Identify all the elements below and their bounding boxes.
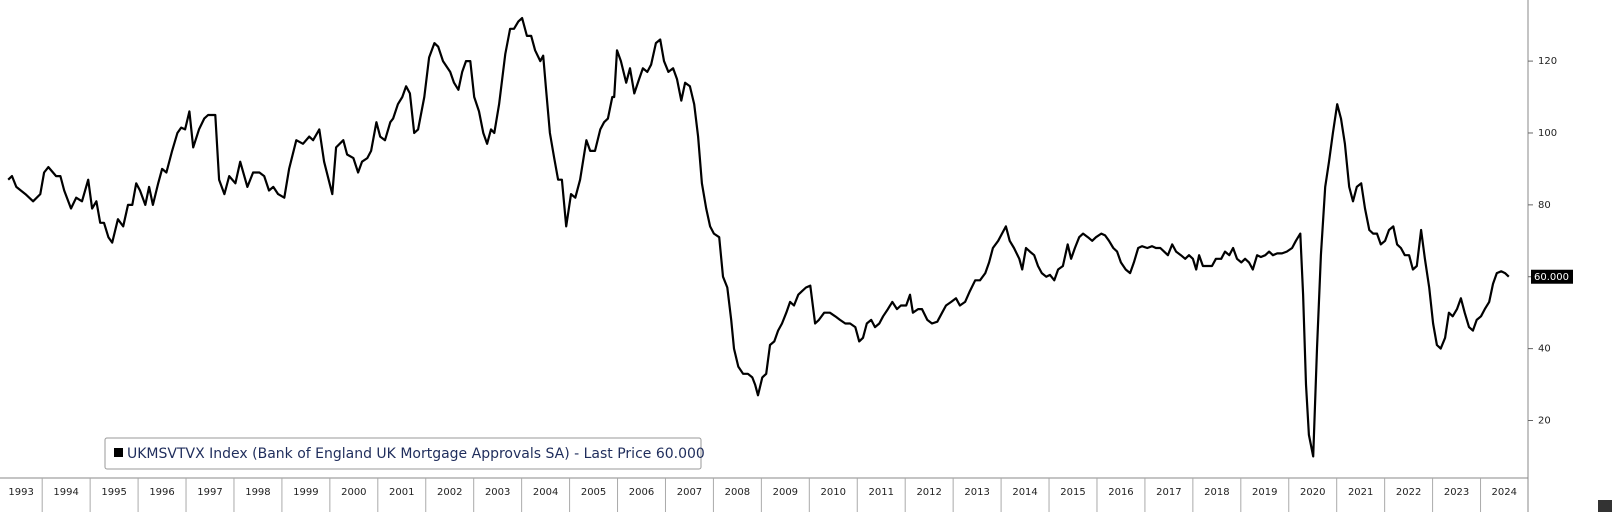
legend: UKMSVTVX Index (Bank of England UK Mortg… bbox=[104, 437, 705, 470]
x-tick-label: 2012 bbox=[916, 487, 941, 498]
x-tick-label: 1996 bbox=[149, 487, 174, 498]
x-tick-label: 1995 bbox=[101, 487, 126, 498]
x-tick-label: 2014 bbox=[1012, 487, 1037, 498]
x-tick-label: 2013 bbox=[964, 487, 989, 498]
y-tick-label: 120 bbox=[1538, 56, 1557, 67]
x-tick-label: 2004 bbox=[533, 487, 558, 498]
legend-label: UKMSVTVX Index (Bank of England UK Mortg… bbox=[127, 446, 705, 462]
legend-swatch bbox=[114, 448, 123, 457]
x-tick-label: 2008 bbox=[725, 487, 750, 498]
x-tick-label: 2020 bbox=[1300, 487, 1325, 498]
x-tick-label: 2006 bbox=[629, 487, 654, 498]
x-tick-label: 2017 bbox=[1156, 487, 1181, 498]
x-tick-label: 2003 bbox=[485, 487, 510, 498]
x-tick-label: 2022 bbox=[1396, 487, 1421, 498]
x-tick-label: 2011 bbox=[868, 487, 893, 498]
x-tick-label: 1994 bbox=[53, 487, 78, 498]
x-tick-label: 2016 bbox=[1108, 487, 1133, 498]
x-tick-label: 1998 bbox=[245, 487, 270, 498]
x-tick-label: 2000 bbox=[341, 487, 366, 498]
legend-box bbox=[104, 437, 702, 470]
corner-icon bbox=[1598, 500, 1612, 512]
x-tick-label: 2019 bbox=[1252, 487, 1277, 498]
y-tick-label: 100 bbox=[1538, 128, 1557, 139]
x-tick-label: 2023 bbox=[1444, 487, 1469, 498]
x-tick-label: 2018 bbox=[1204, 487, 1229, 498]
x-tick-label: 2015 bbox=[1060, 487, 1085, 498]
y-tick-label: 20 bbox=[1538, 415, 1551, 426]
x-tick-label: 2009 bbox=[773, 487, 798, 498]
x-tick-label: 2024 bbox=[1492, 487, 1517, 498]
x-tick-label: 2001 bbox=[389, 487, 414, 498]
data-line bbox=[7, 16, 1510, 458]
x-tick-label: 2021 bbox=[1348, 487, 1373, 498]
x-tick-label: 1993 bbox=[8, 487, 33, 498]
x-tick-label: 2005 bbox=[581, 487, 606, 498]
x-tick-label: 1997 bbox=[197, 487, 222, 498]
x-tick-label: 2010 bbox=[821, 487, 846, 498]
y-tick-label: 40 bbox=[1538, 344, 1551, 355]
y-tick-label: 80 bbox=[1538, 200, 1551, 211]
x-tick-label: 1999 bbox=[293, 487, 318, 498]
last-price-label: 60.000 bbox=[1534, 272, 1569, 283]
last-price-box bbox=[1531, 269, 1573, 284]
x-tick-label: 2002 bbox=[437, 487, 462, 498]
x-tick-label: 2007 bbox=[677, 487, 702, 498]
